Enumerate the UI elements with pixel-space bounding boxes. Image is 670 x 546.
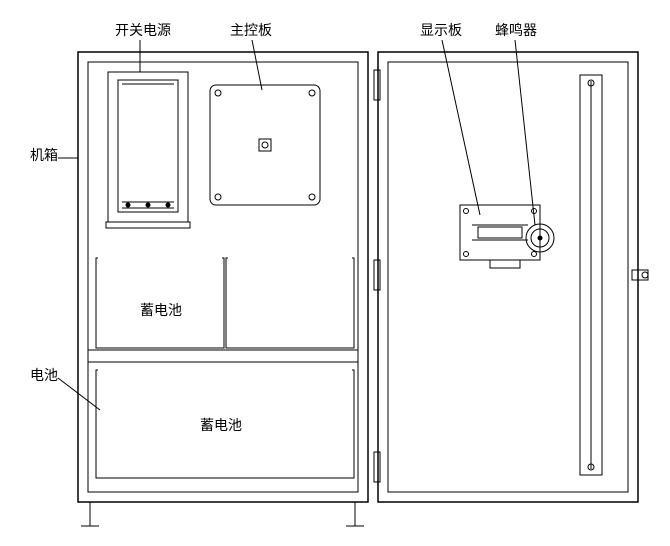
foot-1 [346,502,364,526]
right-door [378,52,638,502]
hinge-1 [374,260,380,290]
left-cabinet [78,52,368,502]
label-accu-bottom: 蓄电池 [200,418,242,434]
label-psu: 开关电源 [115,23,171,39]
label-accu-top: 蓄电池 [140,303,182,319]
foot-0 [81,502,99,526]
leader-battery [58,378,100,410]
label-battery: 电池 [30,368,58,384]
label-display: 显示板 [420,23,462,39]
main-board [210,85,320,205]
label-mainboard: 主控板 [230,23,272,39]
right-door-inner [388,62,628,492]
shelf [88,350,358,362]
leader-mainboard [252,40,262,90]
battery-top-right [226,258,354,348]
hinge-0 [374,70,380,100]
label-buzzer: 蜂鸣器 [495,22,537,39]
battery-top-left [96,258,224,348]
hinge-2 [374,452,380,482]
leader-display [442,40,480,215]
label-chassis: 机箱 [30,148,58,164]
leader-buzzer [515,40,535,225]
